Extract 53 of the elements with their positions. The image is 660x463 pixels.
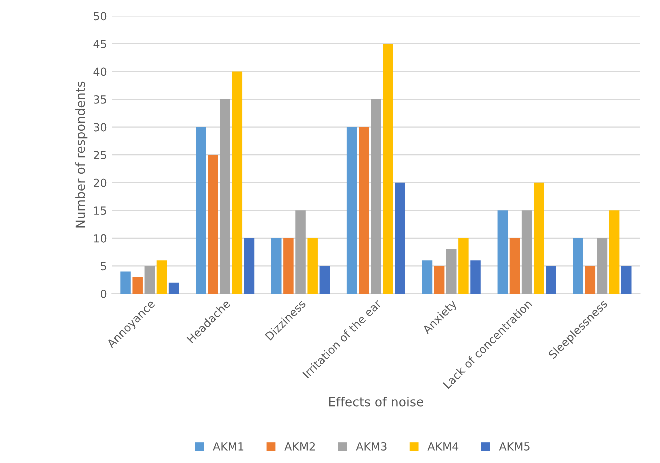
bar xyxy=(168,282,180,294)
bar xyxy=(573,238,584,294)
bar xyxy=(597,238,608,294)
bar xyxy=(609,210,620,294)
y-tick-label: 5 xyxy=(101,262,106,271)
y-tick-label: 10 xyxy=(94,234,107,243)
bar xyxy=(395,182,406,294)
y-tick-label: 40 xyxy=(94,68,107,76)
x-axis-title: Effects of noise xyxy=(329,397,424,407)
bar xyxy=(359,127,370,294)
y-tick-label: 50 xyxy=(94,12,107,21)
y-tick-label: 25 xyxy=(94,151,106,160)
bar xyxy=(585,266,596,294)
legend-label: AKM3 xyxy=(356,442,387,451)
bar xyxy=(470,260,481,294)
y-tick-label: 35 xyxy=(94,96,106,104)
bar xyxy=(232,72,243,294)
y-tick-label: 20 xyxy=(94,178,107,188)
y-tick-label: 45 xyxy=(94,40,106,48)
bar xyxy=(546,266,556,294)
legend-label: AKM4 xyxy=(428,442,459,451)
bar xyxy=(196,127,206,294)
y-tick-label: 30 xyxy=(94,123,107,132)
bar xyxy=(208,155,218,294)
bar xyxy=(156,260,168,294)
bar xyxy=(220,100,230,294)
legend-label: AKM1 xyxy=(213,442,244,451)
bar xyxy=(534,182,544,294)
bar xyxy=(434,266,445,294)
bar xyxy=(144,266,156,294)
legend-label: AKM5 xyxy=(499,442,530,451)
bar xyxy=(272,238,282,294)
bar xyxy=(308,238,318,294)
bar xyxy=(120,272,131,294)
bar xyxy=(346,127,358,294)
legend-label: AKM2 xyxy=(284,442,316,451)
bar xyxy=(132,277,143,294)
y-axis-title: Number of respondents xyxy=(76,82,88,228)
bar xyxy=(446,250,457,294)
bar xyxy=(498,210,508,294)
bar xyxy=(371,100,382,294)
bar xyxy=(383,44,394,294)
bar xyxy=(296,210,306,294)
bar xyxy=(621,266,632,294)
y-tick-label: 0 xyxy=(101,290,107,298)
bar xyxy=(522,210,532,294)
bar xyxy=(244,238,255,294)
bar xyxy=(320,266,330,294)
y-tick-label: 15 xyxy=(94,206,106,216)
bar xyxy=(510,238,520,294)
bar xyxy=(284,238,294,294)
bar xyxy=(422,260,433,294)
bar xyxy=(458,238,469,294)
